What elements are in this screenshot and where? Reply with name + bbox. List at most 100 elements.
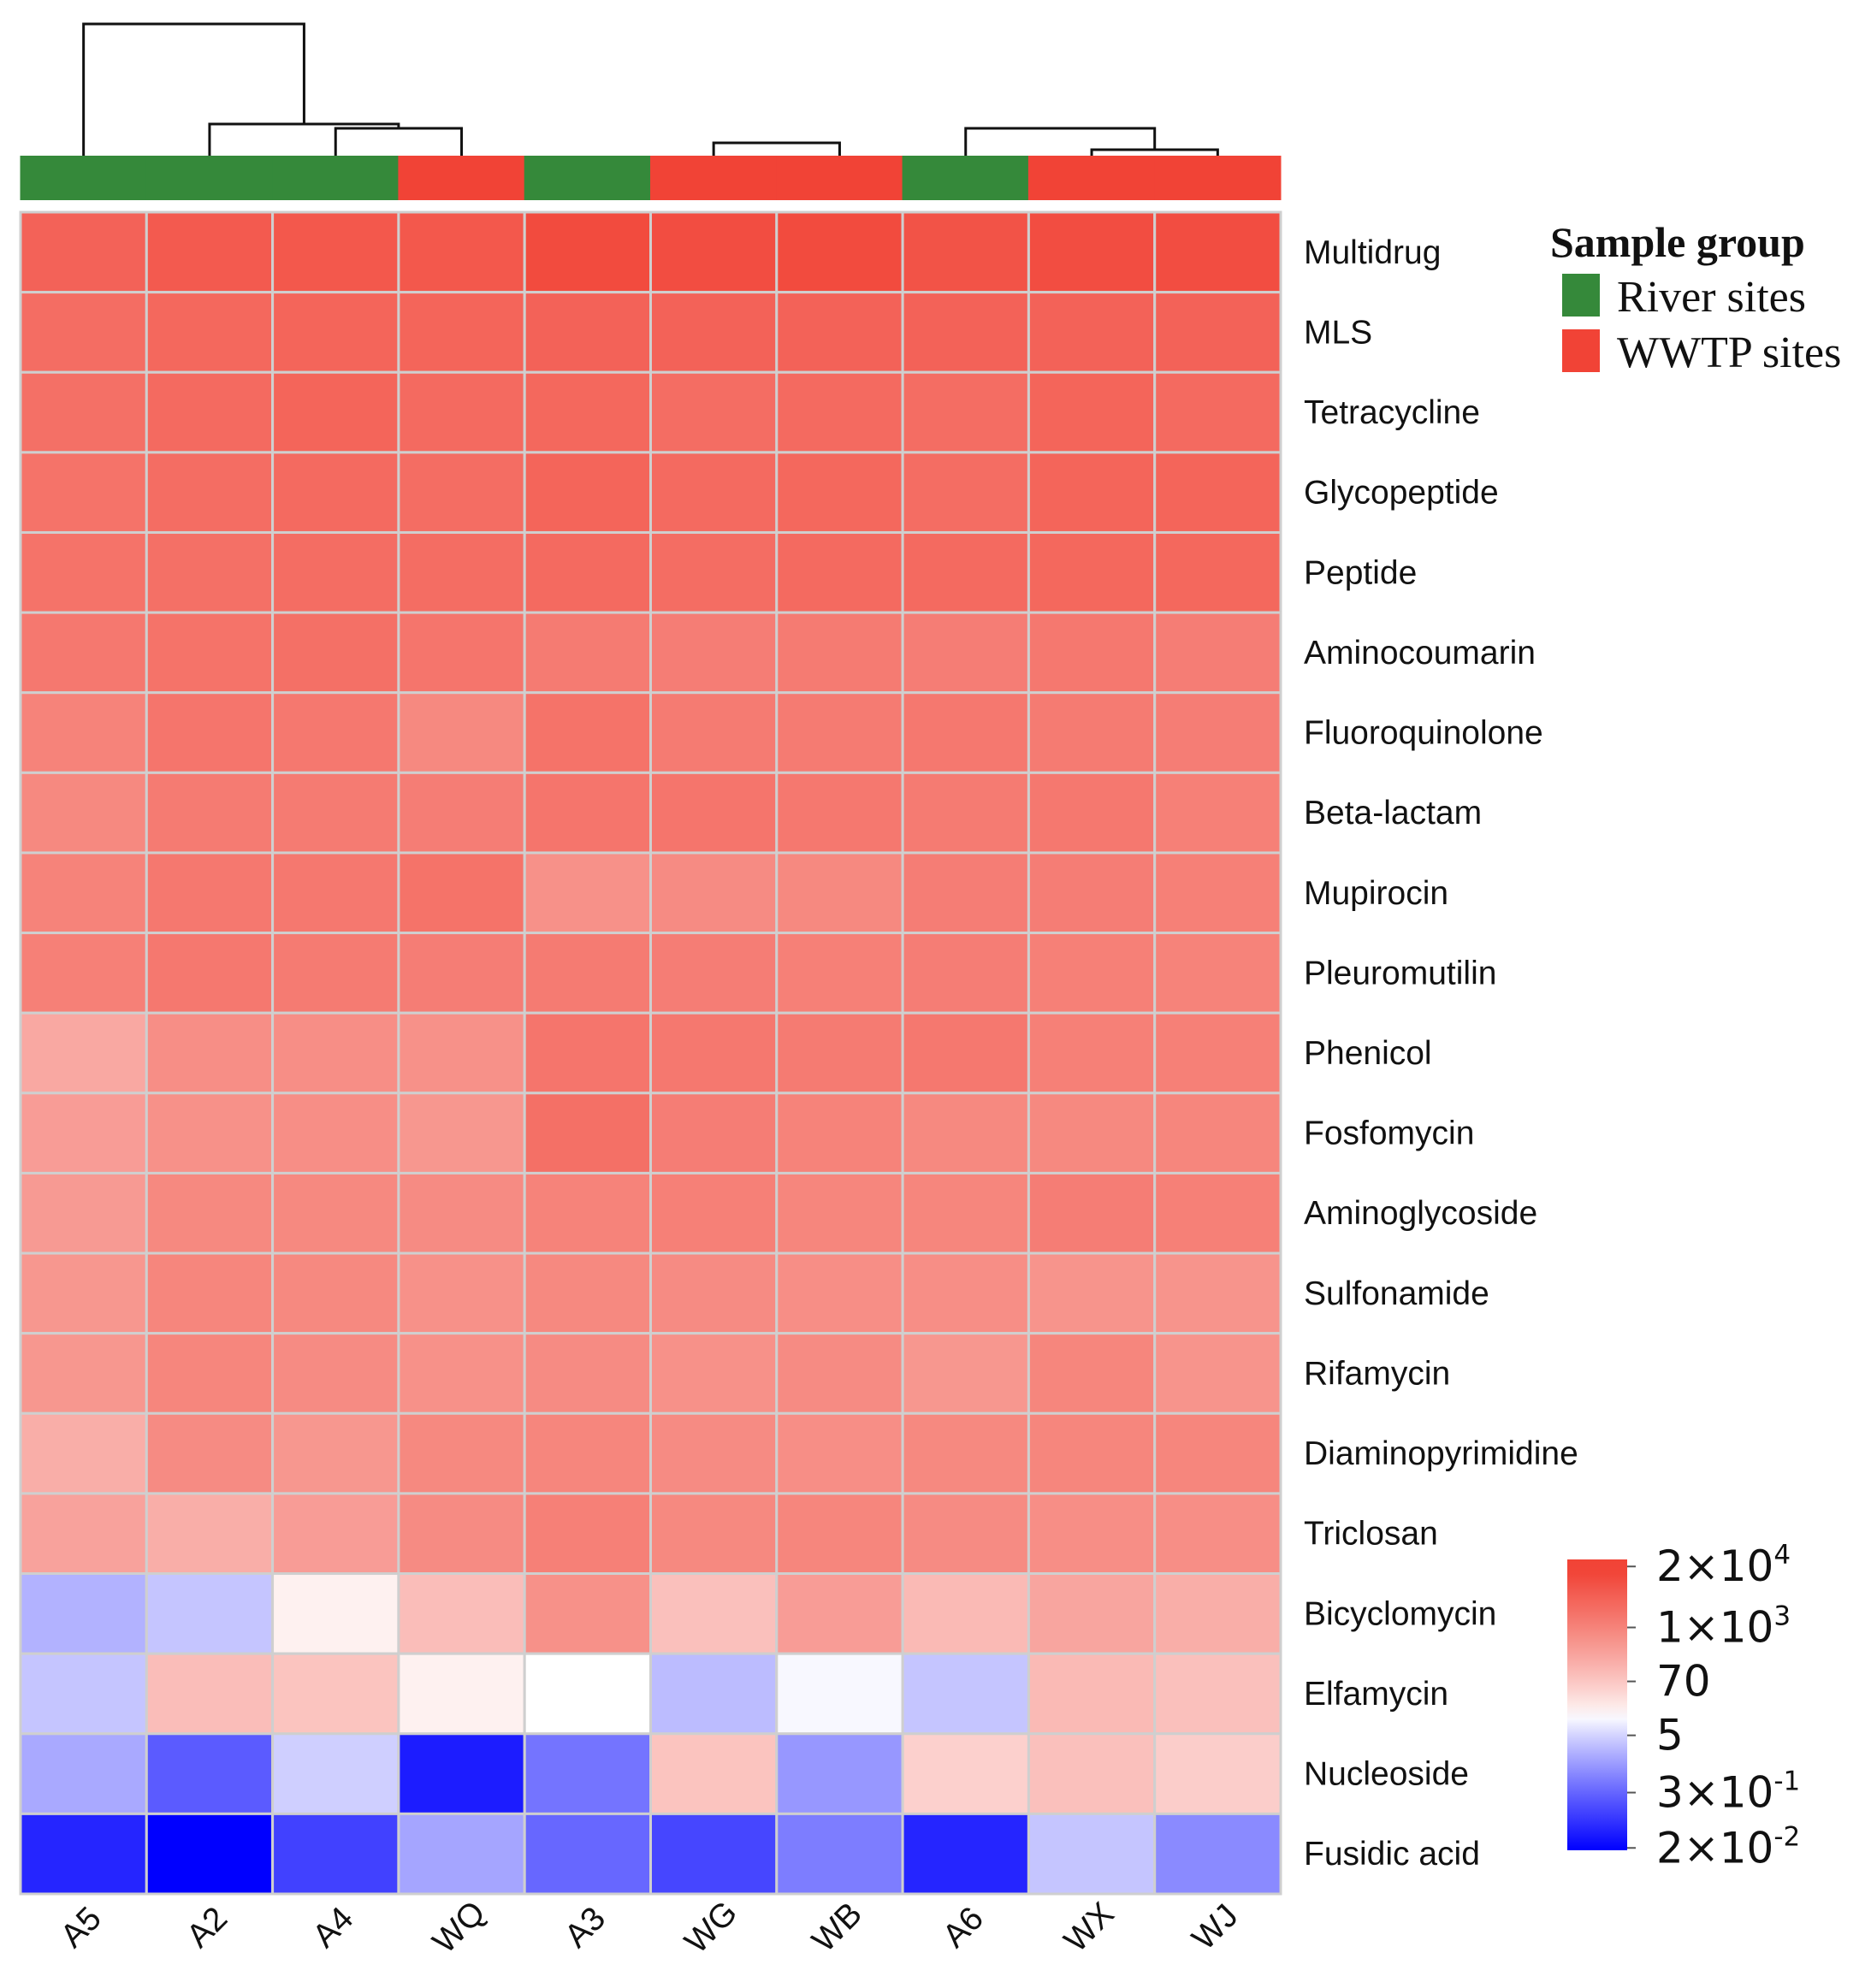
- heatmap-cell: [397, 611, 526, 695]
- row-label: Elfamycin: [1304, 1676, 1448, 1713]
- group-bar-cell: [902, 156, 1029, 200]
- heatmap-cell: [19, 691, 148, 774]
- heatmap-cell: [271, 691, 400, 774]
- group-bar-cell: [145, 156, 274, 200]
- heatmap-cells: [19, 210, 1282, 1896]
- heatmap-cell: [523, 1092, 653, 1174]
- heatmap-cell: [397, 1251, 526, 1335]
- heatmap-cell: [901, 1492, 1030, 1576]
- colorbar-tick-label: 5: [1656, 1711, 1684, 1760]
- heatmap-cell: [19, 1732, 148, 1815]
- heatmap-cell: [649, 530, 779, 614]
- heatmap-cell: [775, 1011, 904, 1095]
- heatmap-cell: [523, 1332, 653, 1415]
- dendrogram-link: [712, 141, 841, 156]
- heatmap-cell: [523, 210, 653, 294]
- row-label: Phenicol: [1304, 1035, 1432, 1072]
- row-label: Nucleoside: [1304, 1756, 1469, 1793]
- column-label: A4: [305, 1900, 360, 1955]
- heatmap-cell: [523, 291, 653, 374]
- heatmap-cell: [901, 1572, 1030, 1655]
- heatmap-cell: [901, 1011, 1030, 1095]
- heatmap-cell: [1153, 611, 1282, 695]
- heatmap-cell: [1027, 1732, 1157, 1815]
- heatmap-cell: [1027, 370, 1157, 454]
- row-label: Diaminopyrimidine: [1304, 1435, 1578, 1472]
- heatmap-cell: [145, 851, 275, 935]
- heatmap-cell: [775, 1332, 904, 1415]
- heatmap-cell: [901, 1332, 1030, 1415]
- heatmap-cell: [649, 210, 779, 294]
- heatmap-cell: [523, 932, 653, 1015]
- column-label: A3: [558, 1900, 613, 1955]
- heatmap-cell: [19, 1492, 148, 1576]
- heatmap-cell: [1153, 1011, 1282, 1095]
- heatmap-cell: [775, 771, 904, 855]
- row-label: Sulfonamide: [1304, 1275, 1489, 1312]
- heatmap-cell: [145, 1732, 275, 1815]
- heatmap-cell: [649, 851, 779, 935]
- heatmap-cell: [397, 370, 526, 454]
- heatmap-cell: [523, 451, 653, 534]
- heatmap-cell: [145, 1652, 275, 1736]
- heatmap-cell: [271, 1732, 400, 1815]
- heatmap-cell: [145, 1492, 275, 1576]
- heatmap-cell: [271, 1652, 400, 1736]
- sample-group-bar: [20, 156, 1282, 200]
- heatmap-cell: [1027, 1251, 1157, 1335]
- heatmap-cell: [523, 1812, 653, 1896]
- dendrogram-link: [964, 127, 1157, 156]
- heatmap-cell: [397, 1732, 526, 1815]
- heatmap-cell: [1027, 1652, 1157, 1736]
- heatmap-cell: [649, 611, 779, 695]
- heatmap-cell: [1027, 210, 1157, 294]
- heatmap-cell: [271, 771, 400, 855]
- heatmap-cell: [523, 1572, 653, 1655]
- heatmap-cell: [271, 1492, 400, 1576]
- heatmap-cell: [775, 1092, 904, 1174]
- heatmap-cell: [145, 451, 275, 534]
- heatmap-cell: [775, 1732, 904, 1815]
- row-label: Pleuromutilin: [1304, 955, 1496, 991]
- heatmap-cell: [901, 771, 1030, 855]
- column-labels: A5 A2 A4 WQ A3 WG WB A6 WX WJ: [54, 1894, 1246, 1961]
- heatmap-cell: [901, 1812, 1030, 1896]
- heatmap-cell: [397, 1011, 526, 1095]
- group-bar-cell: [20, 156, 147, 200]
- heatmap-cell: [145, 771, 275, 855]
- heatmap-cell: [523, 1411, 653, 1495]
- heatmap-cell: [1027, 932, 1157, 1015]
- heatmap-cell: [19, 1251, 148, 1335]
- heatmap-cell: [1153, 1572, 1282, 1655]
- row-label: Aminocoumarin: [1304, 635, 1536, 672]
- heatmap-cell: [397, 1572, 526, 1655]
- dendrogram-link: [334, 127, 464, 156]
- heatmap-cell: [1153, 530, 1282, 614]
- heatmap-cell: [145, 1411, 275, 1495]
- heatmap-cell: [271, 1812, 400, 1896]
- heatmap-cell: [145, 291, 275, 374]
- colorbar-tick-label: 2×104: [1656, 1540, 1791, 1591]
- heatmap-cell: [145, 691, 275, 774]
- heatmap-cell: [523, 1011, 653, 1095]
- heatmap-cell: [649, 691, 779, 774]
- row-label: Bicyclomycin: [1304, 1595, 1496, 1632]
- heatmap-cell: [19, 1011, 148, 1095]
- legend-label-river: River sites: [1617, 273, 1806, 322]
- heatmap-cell: [397, 1332, 526, 1415]
- column-dendrogram: [82, 22, 1219, 156]
- heatmap-cell: [901, 210, 1030, 294]
- heatmap-cell: [1153, 1251, 1282, 1335]
- heatmap-cell: [19, 370, 148, 454]
- heatmap-cell: [1027, 451, 1157, 534]
- heatmap-cell: [901, 370, 1030, 454]
- heatmap-cell: [523, 691, 653, 774]
- heatmap-cell: [271, 1092, 400, 1174]
- heatmap-cell: [649, 1011, 779, 1095]
- heatmap-cell: [649, 370, 779, 454]
- heatmap-cell: [145, 932, 275, 1015]
- heatmap-cell: [271, 370, 400, 454]
- heatmap-cell: [1153, 1092, 1282, 1174]
